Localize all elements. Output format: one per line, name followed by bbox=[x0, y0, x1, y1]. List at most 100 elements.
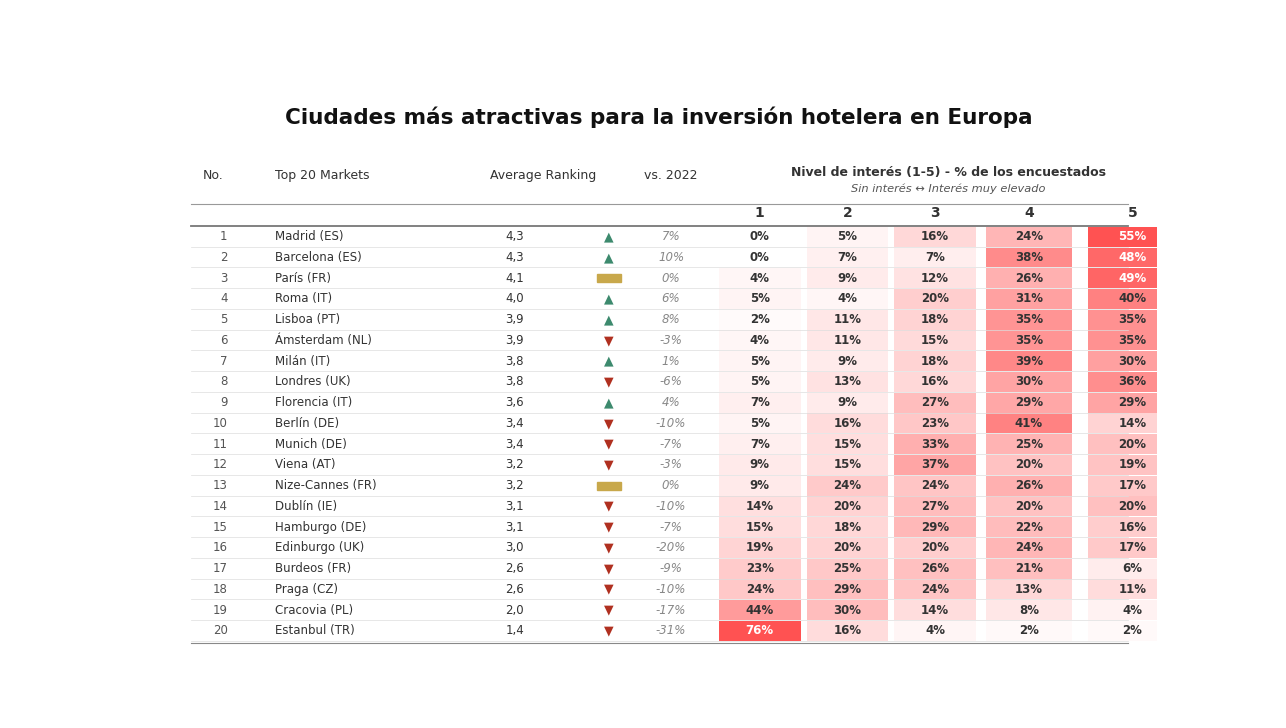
Text: 0%: 0% bbox=[750, 251, 770, 264]
Bar bbox=[986, 434, 1071, 454]
Text: ▲: ▲ bbox=[604, 313, 613, 326]
Bar bbox=[719, 289, 801, 309]
Text: vs. 2022: vs. 2022 bbox=[644, 169, 697, 182]
Text: 2,0: 2,0 bbox=[505, 604, 523, 617]
Text: 5: 5 bbox=[1128, 206, 1137, 220]
Bar bbox=[1088, 475, 1178, 496]
Bar bbox=[806, 372, 889, 392]
Text: Top 20 Markets: Top 20 Markets bbox=[275, 169, 370, 182]
Text: 35%: 35% bbox=[1119, 313, 1147, 326]
Text: 20%: 20% bbox=[1015, 500, 1043, 513]
Text: 3,0: 3,0 bbox=[505, 542, 523, 554]
Text: Londres (UK): Londres (UK) bbox=[275, 376, 351, 389]
Text: 7%: 7% bbox=[925, 251, 945, 264]
Bar bbox=[986, 621, 1071, 641]
Text: 4%: 4% bbox=[1123, 604, 1142, 617]
Text: 13%: 13% bbox=[1015, 583, 1043, 596]
Text: 36%: 36% bbox=[1119, 376, 1147, 389]
Text: 26%: 26% bbox=[921, 562, 949, 575]
Bar bbox=[986, 517, 1071, 537]
Text: 11%: 11% bbox=[833, 313, 862, 326]
Text: 8: 8 bbox=[220, 376, 228, 389]
Bar bbox=[719, 351, 801, 371]
Bar bbox=[986, 579, 1071, 599]
Text: -20%: -20% bbox=[656, 542, 687, 554]
Text: 35%: 35% bbox=[1119, 334, 1147, 347]
Text: 0%: 0% bbox=[750, 230, 770, 243]
Text: ▲: ▲ bbox=[604, 230, 613, 243]
Text: 29%: 29% bbox=[1119, 396, 1147, 409]
Text: 3,6: 3,6 bbox=[505, 396, 523, 409]
Text: ▼: ▼ bbox=[604, 459, 613, 472]
Bar bbox=[1088, 331, 1178, 350]
Text: -7%: -7% bbox=[660, 438, 683, 451]
Bar bbox=[719, 455, 801, 475]
Text: 30%: 30% bbox=[1119, 355, 1147, 368]
Bar bbox=[806, 392, 889, 413]
Bar bbox=[719, 372, 801, 392]
Text: Milán (IT): Milán (IT) bbox=[275, 355, 331, 368]
Text: 3,4: 3,4 bbox=[505, 438, 523, 451]
Text: ▼: ▼ bbox=[604, 604, 613, 617]
Text: 2%: 2% bbox=[750, 313, 770, 326]
Text: -31%: -31% bbox=[656, 625, 687, 637]
Text: 16: 16 bbox=[212, 542, 228, 554]
Bar bbox=[806, 351, 889, 371]
Bar bbox=[894, 248, 976, 267]
Bar bbox=[806, 538, 889, 558]
Text: 7%: 7% bbox=[837, 251, 858, 264]
Bar bbox=[806, 414, 889, 433]
Text: -10%: -10% bbox=[656, 417, 687, 430]
Text: 29%: 29% bbox=[833, 583, 862, 596]
Text: 4,3: 4,3 bbox=[505, 251, 523, 264]
Bar bbox=[894, 455, 976, 475]
Text: 13: 13 bbox=[212, 479, 228, 492]
Text: 9%: 9% bbox=[837, 355, 858, 368]
Text: 29%: 29% bbox=[921, 521, 949, 534]
Bar bbox=[894, 392, 976, 413]
Text: 4%: 4% bbox=[925, 625, 945, 637]
Text: 17%: 17% bbox=[1119, 479, 1147, 492]
Text: 1: 1 bbox=[755, 206, 765, 220]
Text: 0%: 0% bbox=[662, 272, 680, 285]
Bar bbox=[986, 331, 1071, 350]
Bar bbox=[894, 538, 976, 558]
Text: 19%: 19% bbox=[746, 542, 774, 554]
Text: Nize-Cannes (FR): Nize-Cannes (FR) bbox=[275, 479, 377, 492]
Text: Ciudades más atractivas para la inversión hotelera en Europa: Ciudades más atractivas para la inversió… bbox=[285, 107, 1033, 128]
Text: 18%: 18% bbox=[921, 355, 949, 368]
Text: -17%: -17% bbox=[656, 604, 687, 617]
Bar bbox=[894, 372, 976, 392]
Text: 20: 20 bbox=[212, 625, 228, 637]
Bar bbox=[1088, 455, 1178, 475]
Bar bbox=[1088, 538, 1178, 558]
Text: ▲: ▲ bbox=[604, 293, 613, 306]
Text: 24%: 24% bbox=[921, 583, 949, 596]
Text: 9%: 9% bbox=[837, 396, 858, 409]
Bar bbox=[1088, 227, 1178, 247]
Text: 76%: 76% bbox=[746, 625, 774, 637]
Text: ▲: ▲ bbox=[604, 251, 613, 264]
Bar bbox=[894, 496, 976, 516]
Bar bbox=[1088, 600, 1178, 620]
Text: Ámsterdam (NL): Ámsterdam (NL) bbox=[275, 334, 372, 347]
Text: 9%: 9% bbox=[750, 479, 770, 492]
Text: 12%: 12% bbox=[921, 272, 949, 285]
Text: 22%: 22% bbox=[1015, 521, 1043, 534]
Text: 49%: 49% bbox=[1119, 272, 1147, 285]
Text: 25%: 25% bbox=[833, 562, 862, 575]
Bar bbox=[894, 414, 976, 433]
Text: -10%: -10% bbox=[656, 500, 687, 513]
Text: 2%: 2% bbox=[1019, 625, 1039, 637]
Text: ▼: ▼ bbox=[604, 438, 613, 451]
Bar bbox=[806, 269, 889, 288]
Bar bbox=[806, 558, 889, 579]
Text: 5%: 5% bbox=[750, 293, 770, 306]
Bar bbox=[894, 227, 976, 247]
Text: 20%: 20% bbox=[921, 293, 949, 306]
Bar bbox=[894, 600, 976, 620]
Text: 7%: 7% bbox=[750, 438, 770, 451]
Text: 3,8: 3,8 bbox=[505, 355, 523, 368]
Bar bbox=[719, 309, 801, 330]
Bar bbox=[894, 517, 976, 537]
